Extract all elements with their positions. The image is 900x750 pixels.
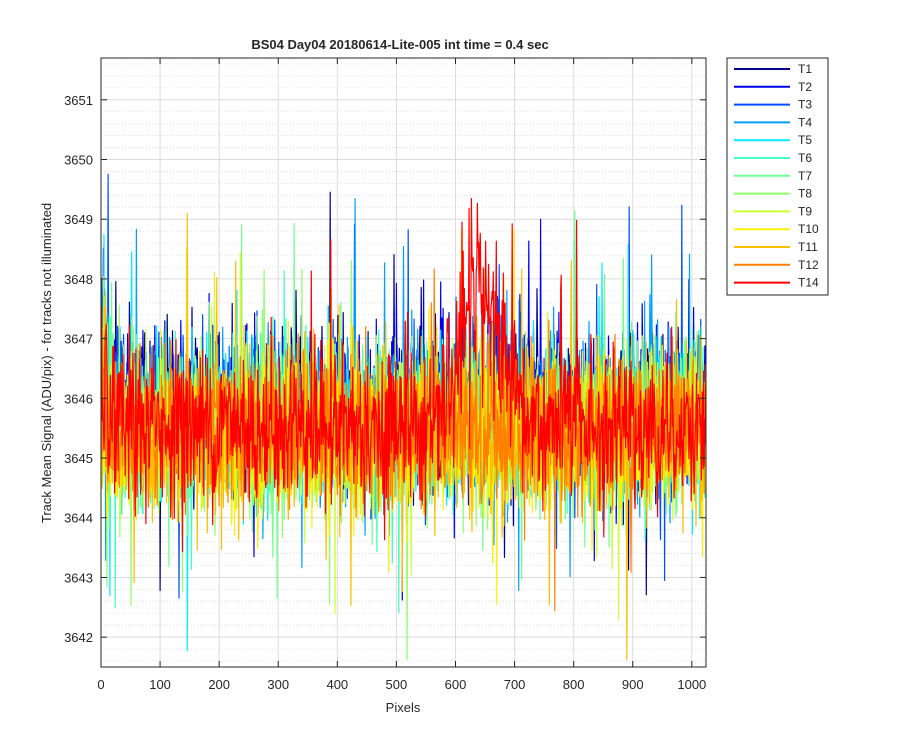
x-tick-label: 400 <box>326 677 348 692</box>
y-tick-label: 3642 <box>64 630 93 645</box>
x-axis-label: Pixels <box>386 700 421 715</box>
y-tick-label: 3648 <box>64 272 93 287</box>
legend-label-t11: T11 <box>798 240 818 254</box>
series-line-t14 <box>101 198 706 553</box>
legend-label-t2: T2 <box>798 80 812 94</box>
y-tick-label: 3649 <box>64 212 93 227</box>
y-tick-label: 3650 <box>64 153 93 168</box>
plot-frame <box>100 57 707 668</box>
legend: T1 T2 T3 T4 T5 T6 T7 T8 T9 T10 T11 T12 T14 <box>726 57 829 296</box>
legend-label-t5: T5 <box>798 133 812 147</box>
x-tick-label: 100 <box>149 677 171 692</box>
legend-label-t9: T9 <box>798 204 812 218</box>
legend-label-t12: T12 <box>798 258 819 272</box>
legend-label-t7: T7 <box>798 169 812 183</box>
legend-label-t1: T1 <box>798 62 812 76</box>
x-tick-label: 0 <box>97 677 104 692</box>
y-tick-label: 3643 <box>64 570 93 585</box>
ticks <box>100 58 706 667</box>
y-tick-label: 3647 <box>64 332 93 347</box>
x-tick-label: 200 <box>208 677 230 692</box>
x-tick-labels: 0 100 200 300 400 500 600 700 800 900 1000 <box>97 677 706 692</box>
legend-label-t6: T6 <box>798 151 812 165</box>
y-tick-label: 3644 <box>64 511 93 526</box>
y-axis-label: Track Mean Signal (ADU/pix) - for tracks… <box>39 203 54 523</box>
chart-title: BS04 Day04 20180614-Lite-005 int time = … <box>251 37 548 52</box>
x-tick-label: 900 <box>622 677 644 692</box>
legend-label-t4: T4 <box>798 115 812 129</box>
y-tick-label: 3646 <box>64 391 93 406</box>
legend-label-t8: T8 <box>798 187 812 201</box>
y-tick-label: 3651 <box>64 93 93 108</box>
legend-label-t10: T10 <box>798 222 819 236</box>
series-group <box>101 173 706 661</box>
x-tick-label: 800 <box>563 677 585 692</box>
y-tick-label: 3645 <box>64 451 93 466</box>
legend-label-t14: T14 <box>798 276 819 290</box>
legend-label-t3: T3 <box>798 98 812 112</box>
x-tick-label: 300 <box>267 677 289 692</box>
x-tick-label: 700 <box>504 677 526 692</box>
y-tick-labels: 3642 3643 3644 3645 3646 3647 3648 3649 3650 3651 <box>64 93 93 645</box>
x-tick-label: 600 <box>445 677 467 692</box>
x-tick-label: 500 <box>386 677 408 692</box>
x-tick-label: 1000 <box>677 677 706 692</box>
